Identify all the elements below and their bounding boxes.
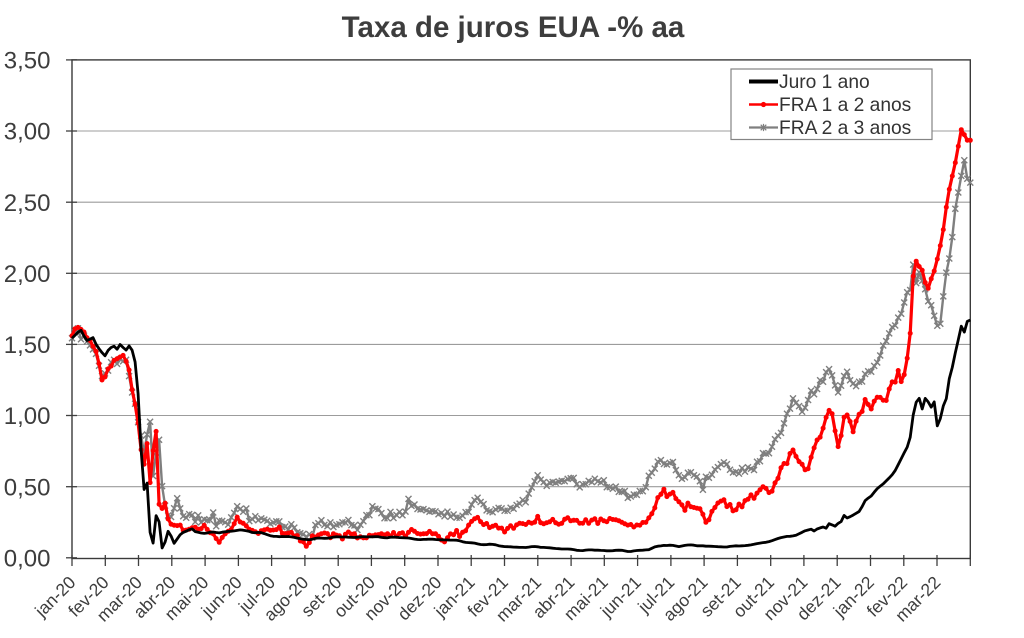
svg-text:1,50: 1,50 bbox=[4, 332, 51, 359]
svg-text:Juro 1 ano: Juro 1 ano bbox=[779, 72, 870, 93]
svg-text:3,00: 3,00 bbox=[4, 119, 51, 146]
svg-text:0,00: 0,00 bbox=[4, 545, 51, 572]
svg-text:3,50: 3,50 bbox=[4, 48, 51, 75]
svg-text:FRA 1 a 2 anos: FRA 1 a 2 anos bbox=[779, 95, 911, 116]
svg-text:2,00: 2,00 bbox=[4, 261, 51, 288]
svg-text:2,50: 2,50 bbox=[4, 190, 51, 217]
svg-text:FRA 2 a 3 anos: FRA 2 a 3 anos bbox=[779, 118, 911, 139]
svg-text:Taxa de juros EUA -% aa: Taxa de juros EUA -% aa bbox=[342, 11, 685, 44]
svg-text:0,50: 0,50 bbox=[4, 474, 51, 501]
svg-text:1,00: 1,00 bbox=[4, 403, 51, 430]
